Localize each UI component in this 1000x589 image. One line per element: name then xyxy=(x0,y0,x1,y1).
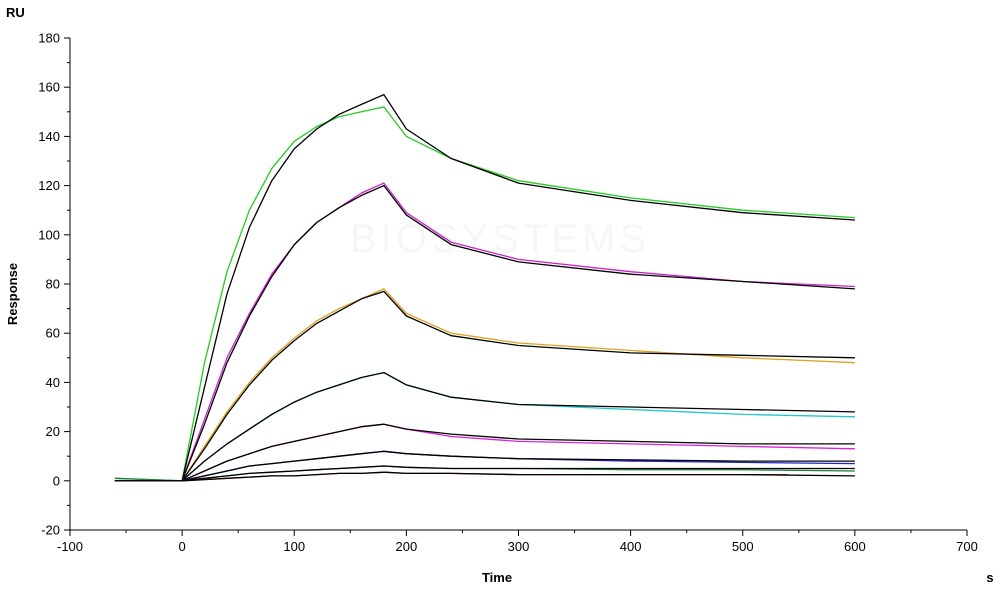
series-line-10 xyxy=(114,423,855,482)
series-line-4 xyxy=(114,184,855,482)
x-axis-title: Time xyxy=(482,570,512,585)
y-tick-label: 60 xyxy=(46,326,60,341)
series-line-9 xyxy=(114,423,855,482)
y-tick-label: 0 xyxy=(53,473,60,488)
y-tick-label: 40 xyxy=(46,375,60,390)
y-tick-label: 80 xyxy=(46,277,60,292)
x-tick-label: 700 xyxy=(956,539,978,554)
series-line-7 xyxy=(114,371,855,482)
x-tick-label: 600 xyxy=(844,539,866,554)
x-tick-label: 500 xyxy=(732,539,754,554)
series-layer xyxy=(114,93,855,482)
x-tick-label: 300 xyxy=(508,539,530,554)
y-tick-label: 120 xyxy=(38,178,60,193)
series-line-6 xyxy=(114,290,855,482)
series-line-2 xyxy=(114,93,855,482)
axes-layer: -20 0 20 40 60 80 100 120 140 160 180 -100 0 100 200 30… xyxy=(38,31,978,555)
series-line-12 xyxy=(114,450,855,482)
series-line-8 xyxy=(114,371,855,482)
x-unit-label: s xyxy=(986,570,993,585)
y-tick-label: 180 xyxy=(38,31,60,46)
series-line-1 xyxy=(114,106,855,482)
y-tick-label: 160 xyxy=(38,80,60,95)
y-axis-title: Response xyxy=(5,263,20,325)
y-tick-label: -20 xyxy=(41,523,60,538)
x-tick-label: -100 xyxy=(57,539,83,554)
y-tick-label: 20 xyxy=(46,424,60,439)
series-line-14 xyxy=(114,465,855,482)
y-unit-label: RU xyxy=(6,5,25,20)
series-line-16 xyxy=(114,471,855,482)
y-tick-label: 100 xyxy=(38,227,60,242)
x-tick-label: 400 xyxy=(620,539,642,554)
x-tick-label: 200 xyxy=(396,539,418,554)
series-line-5 xyxy=(114,288,855,482)
x-tick-label: 100 xyxy=(283,539,305,554)
y-tick-label: 140 xyxy=(38,129,60,144)
x-tick-label: 0 xyxy=(179,539,186,554)
